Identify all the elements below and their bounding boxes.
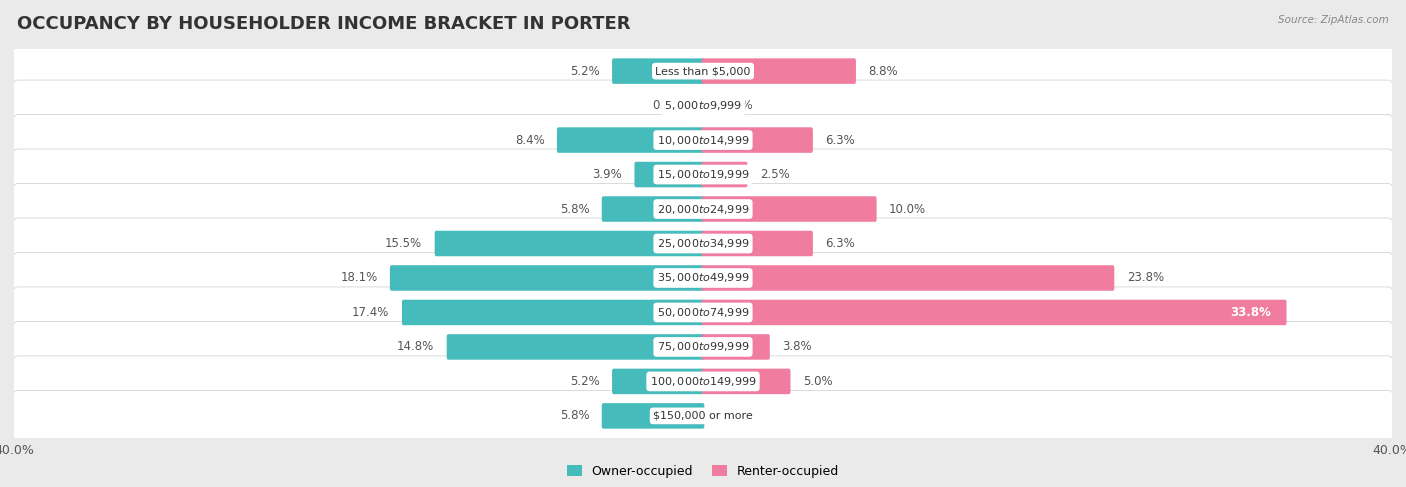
FancyBboxPatch shape — [612, 369, 704, 394]
Text: 33.8%: 33.8% — [1230, 306, 1271, 319]
Text: 3.8%: 3.8% — [782, 340, 811, 354]
FancyBboxPatch shape — [13, 391, 1393, 441]
FancyBboxPatch shape — [702, 196, 876, 222]
FancyBboxPatch shape — [702, 58, 856, 84]
FancyBboxPatch shape — [13, 80, 1393, 131]
FancyBboxPatch shape — [702, 334, 770, 360]
Text: 10.0%: 10.0% — [889, 203, 927, 216]
FancyBboxPatch shape — [402, 300, 704, 325]
Text: $25,000 to $34,999: $25,000 to $34,999 — [657, 237, 749, 250]
Text: 0.0%: 0.0% — [724, 410, 754, 422]
Text: $5,000 to $9,999: $5,000 to $9,999 — [664, 99, 742, 112]
Text: 23.8%: 23.8% — [1126, 271, 1164, 284]
Text: 5.2%: 5.2% — [569, 65, 599, 77]
Text: 0.0%: 0.0% — [652, 99, 682, 112]
FancyBboxPatch shape — [702, 231, 813, 256]
Text: 3.9%: 3.9% — [592, 168, 621, 181]
Text: $35,000 to $49,999: $35,000 to $49,999 — [657, 271, 749, 284]
FancyBboxPatch shape — [702, 300, 1286, 325]
Text: $150,000 or more: $150,000 or more — [654, 411, 752, 421]
FancyBboxPatch shape — [702, 162, 748, 187]
FancyBboxPatch shape — [612, 58, 704, 84]
Text: 2.5%: 2.5% — [759, 168, 790, 181]
Text: $100,000 to $149,999: $100,000 to $149,999 — [650, 375, 756, 388]
Text: Source: ZipAtlas.com: Source: ZipAtlas.com — [1278, 15, 1389, 25]
Text: 5.8%: 5.8% — [560, 410, 589, 422]
Text: 5.0%: 5.0% — [803, 375, 832, 388]
FancyBboxPatch shape — [13, 46, 1393, 96]
Text: $15,000 to $19,999: $15,000 to $19,999 — [657, 168, 749, 181]
FancyBboxPatch shape — [602, 403, 704, 429]
Text: 8.8%: 8.8% — [869, 65, 898, 77]
FancyBboxPatch shape — [447, 334, 704, 360]
Text: 5.2%: 5.2% — [569, 375, 599, 388]
Text: 6.3%: 6.3% — [825, 133, 855, 147]
FancyBboxPatch shape — [13, 149, 1393, 200]
FancyBboxPatch shape — [557, 127, 704, 153]
FancyBboxPatch shape — [702, 369, 790, 394]
FancyBboxPatch shape — [702, 127, 813, 153]
Text: 14.8%: 14.8% — [396, 340, 434, 354]
FancyBboxPatch shape — [13, 321, 1393, 373]
FancyBboxPatch shape — [13, 114, 1393, 166]
Text: 0.0%: 0.0% — [724, 99, 754, 112]
Text: $75,000 to $99,999: $75,000 to $99,999 — [657, 340, 749, 354]
Legend: Owner-occupied, Renter-occupied: Owner-occupied, Renter-occupied — [562, 460, 844, 483]
Text: $20,000 to $24,999: $20,000 to $24,999 — [657, 203, 749, 216]
Text: $10,000 to $14,999: $10,000 to $14,999 — [657, 133, 749, 147]
FancyBboxPatch shape — [634, 162, 704, 187]
FancyBboxPatch shape — [13, 356, 1393, 407]
FancyBboxPatch shape — [13, 287, 1393, 338]
Text: 17.4%: 17.4% — [352, 306, 389, 319]
FancyBboxPatch shape — [434, 231, 704, 256]
Text: $50,000 to $74,999: $50,000 to $74,999 — [657, 306, 749, 319]
FancyBboxPatch shape — [702, 265, 1115, 291]
Text: Less than $5,000: Less than $5,000 — [655, 66, 751, 76]
Text: 6.3%: 6.3% — [825, 237, 855, 250]
Text: 18.1%: 18.1% — [340, 271, 377, 284]
FancyBboxPatch shape — [13, 252, 1393, 303]
FancyBboxPatch shape — [13, 218, 1393, 269]
Text: 8.4%: 8.4% — [515, 133, 544, 147]
Text: 5.8%: 5.8% — [560, 203, 589, 216]
FancyBboxPatch shape — [13, 184, 1393, 235]
Text: OCCUPANCY BY HOUSEHOLDER INCOME BRACKET IN PORTER: OCCUPANCY BY HOUSEHOLDER INCOME BRACKET … — [17, 15, 630, 33]
FancyBboxPatch shape — [602, 196, 704, 222]
Text: 15.5%: 15.5% — [385, 237, 422, 250]
FancyBboxPatch shape — [389, 265, 704, 291]
